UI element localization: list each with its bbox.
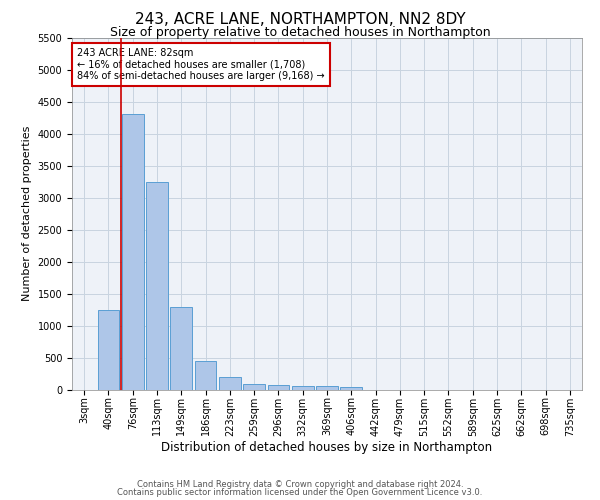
Bar bbox=[97, 310, 119, 390]
Text: 243, ACRE LANE, NORTHAMPTON, NN2 8DY: 243, ACRE LANE, NORTHAMPTON, NN2 8DY bbox=[134, 12, 466, 28]
Bar bbox=[292, 386, 314, 390]
Bar bbox=[194, 361, 217, 390]
Bar bbox=[122, 114, 143, 390]
Bar bbox=[340, 387, 362, 390]
Text: Contains public sector information licensed under the Open Government Licence v3: Contains public sector information licen… bbox=[118, 488, 482, 497]
X-axis label: Distribution of detached houses by size in Northampton: Distribution of detached houses by size … bbox=[161, 442, 493, 454]
Text: 243 ACRE LANE: 82sqm
← 16% of detached houses are smaller (1,708)
84% of semi-de: 243 ACRE LANE: 82sqm ← 16% of detached h… bbox=[77, 48, 325, 82]
Bar bbox=[219, 377, 241, 390]
Bar bbox=[170, 306, 192, 390]
Bar bbox=[316, 386, 338, 390]
Text: Contains HM Land Registry data © Crown copyright and database right 2024.: Contains HM Land Registry data © Crown c… bbox=[137, 480, 463, 489]
Bar bbox=[146, 182, 168, 390]
Bar bbox=[243, 384, 265, 390]
Bar bbox=[268, 385, 289, 390]
Y-axis label: Number of detached properties: Number of detached properties bbox=[22, 126, 32, 302]
Text: Size of property relative to detached houses in Northampton: Size of property relative to detached ho… bbox=[110, 26, 490, 39]
